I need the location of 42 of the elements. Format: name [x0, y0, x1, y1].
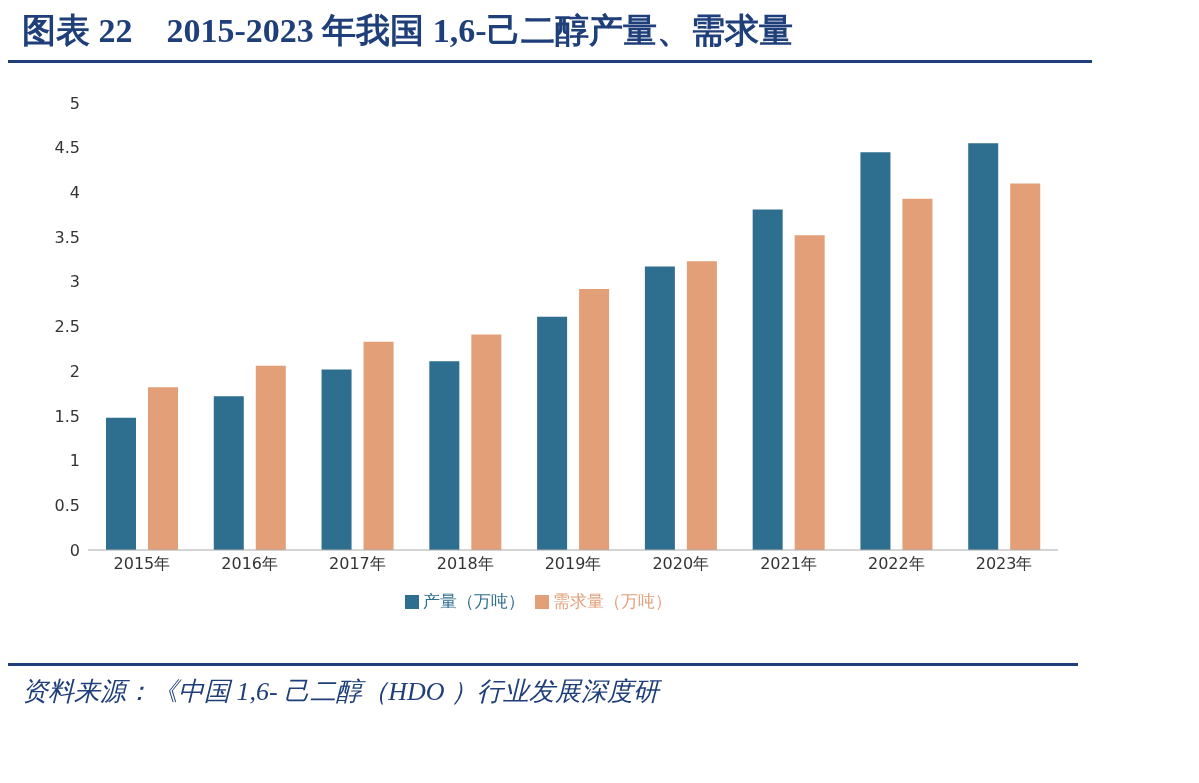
bar	[429, 361, 460, 550]
x-tick-label: 2022年	[867, 554, 925, 574]
y-tick-label: 3	[69, 272, 80, 292]
bar	[537, 316, 568, 550]
y-tick-label: 0	[69, 540, 80, 560]
bar	[255, 365, 286, 550]
bar	[363, 341, 394, 550]
x-tick-label: 2018年	[436, 554, 494, 574]
x-tick-label: 2021年	[760, 554, 817, 574]
bar	[902, 198, 933, 550]
bar	[213, 396, 244, 550]
bar	[471, 334, 502, 550]
bar	[644, 266, 675, 550]
y-tick-label: 0.5	[54, 495, 80, 515]
x-tick-label: 2017年	[329, 554, 386, 574]
y-tick-label: 1	[69, 451, 80, 471]
x-tick-label: 2019年	[544, 554, 602, 574]
y-tick-label: 3.5	[54, 227, 80, 247]
y-tick-label: 5	[69, 93, 80, 113]
x-tick-label: 2016年	[221, 554, 279, 574]
bar	[1010, 183, 1041, 550]
bar	[106, 417, 136, 550]
legend-label: 需求量（万吨）	[552, 591, 672, 611]
bar	[794, 235, 825, 550]
bar	[321, 369, 352, 550]
bar	[686, 261, 717, 550]
y-tick-label: 4	[69, 183, 80, 203]
chart-title: 图表 22 2015-2023 年我国 1,6-己二醇产量、需求量	[8, 8, 1092, 63]
x-tick-label: 2023年	[975, 554, 1033, 574]
y-tick-label: 2	[69, 361, 80, 381]
y-tick-label: 4.5	[54, 138, 80, 158]
y-tick-label: 1.5	[54, 406, 80, 426]
x-tick-label: 2015年	[113, 554, 171, 574]
legend-label: 产量（万吨）	[422, 591, 525, 611]
x-tick-label: 2020年	[652, 554, 710, 574]
bar	[148, 387, 178, 550]
bar	[752, 209, 783, 550]
bar	[579, 288, 610, 550]
bar	[968, 143, 999, 550]
bar	[860, 152, 891, 550]
y-tick-label: 2.5	[54, 317, 80, 337]
text: 资料来源：《中国 1,6- 己二醇（HDO ）行业发展深度研	[21, 676, 663, 708]
